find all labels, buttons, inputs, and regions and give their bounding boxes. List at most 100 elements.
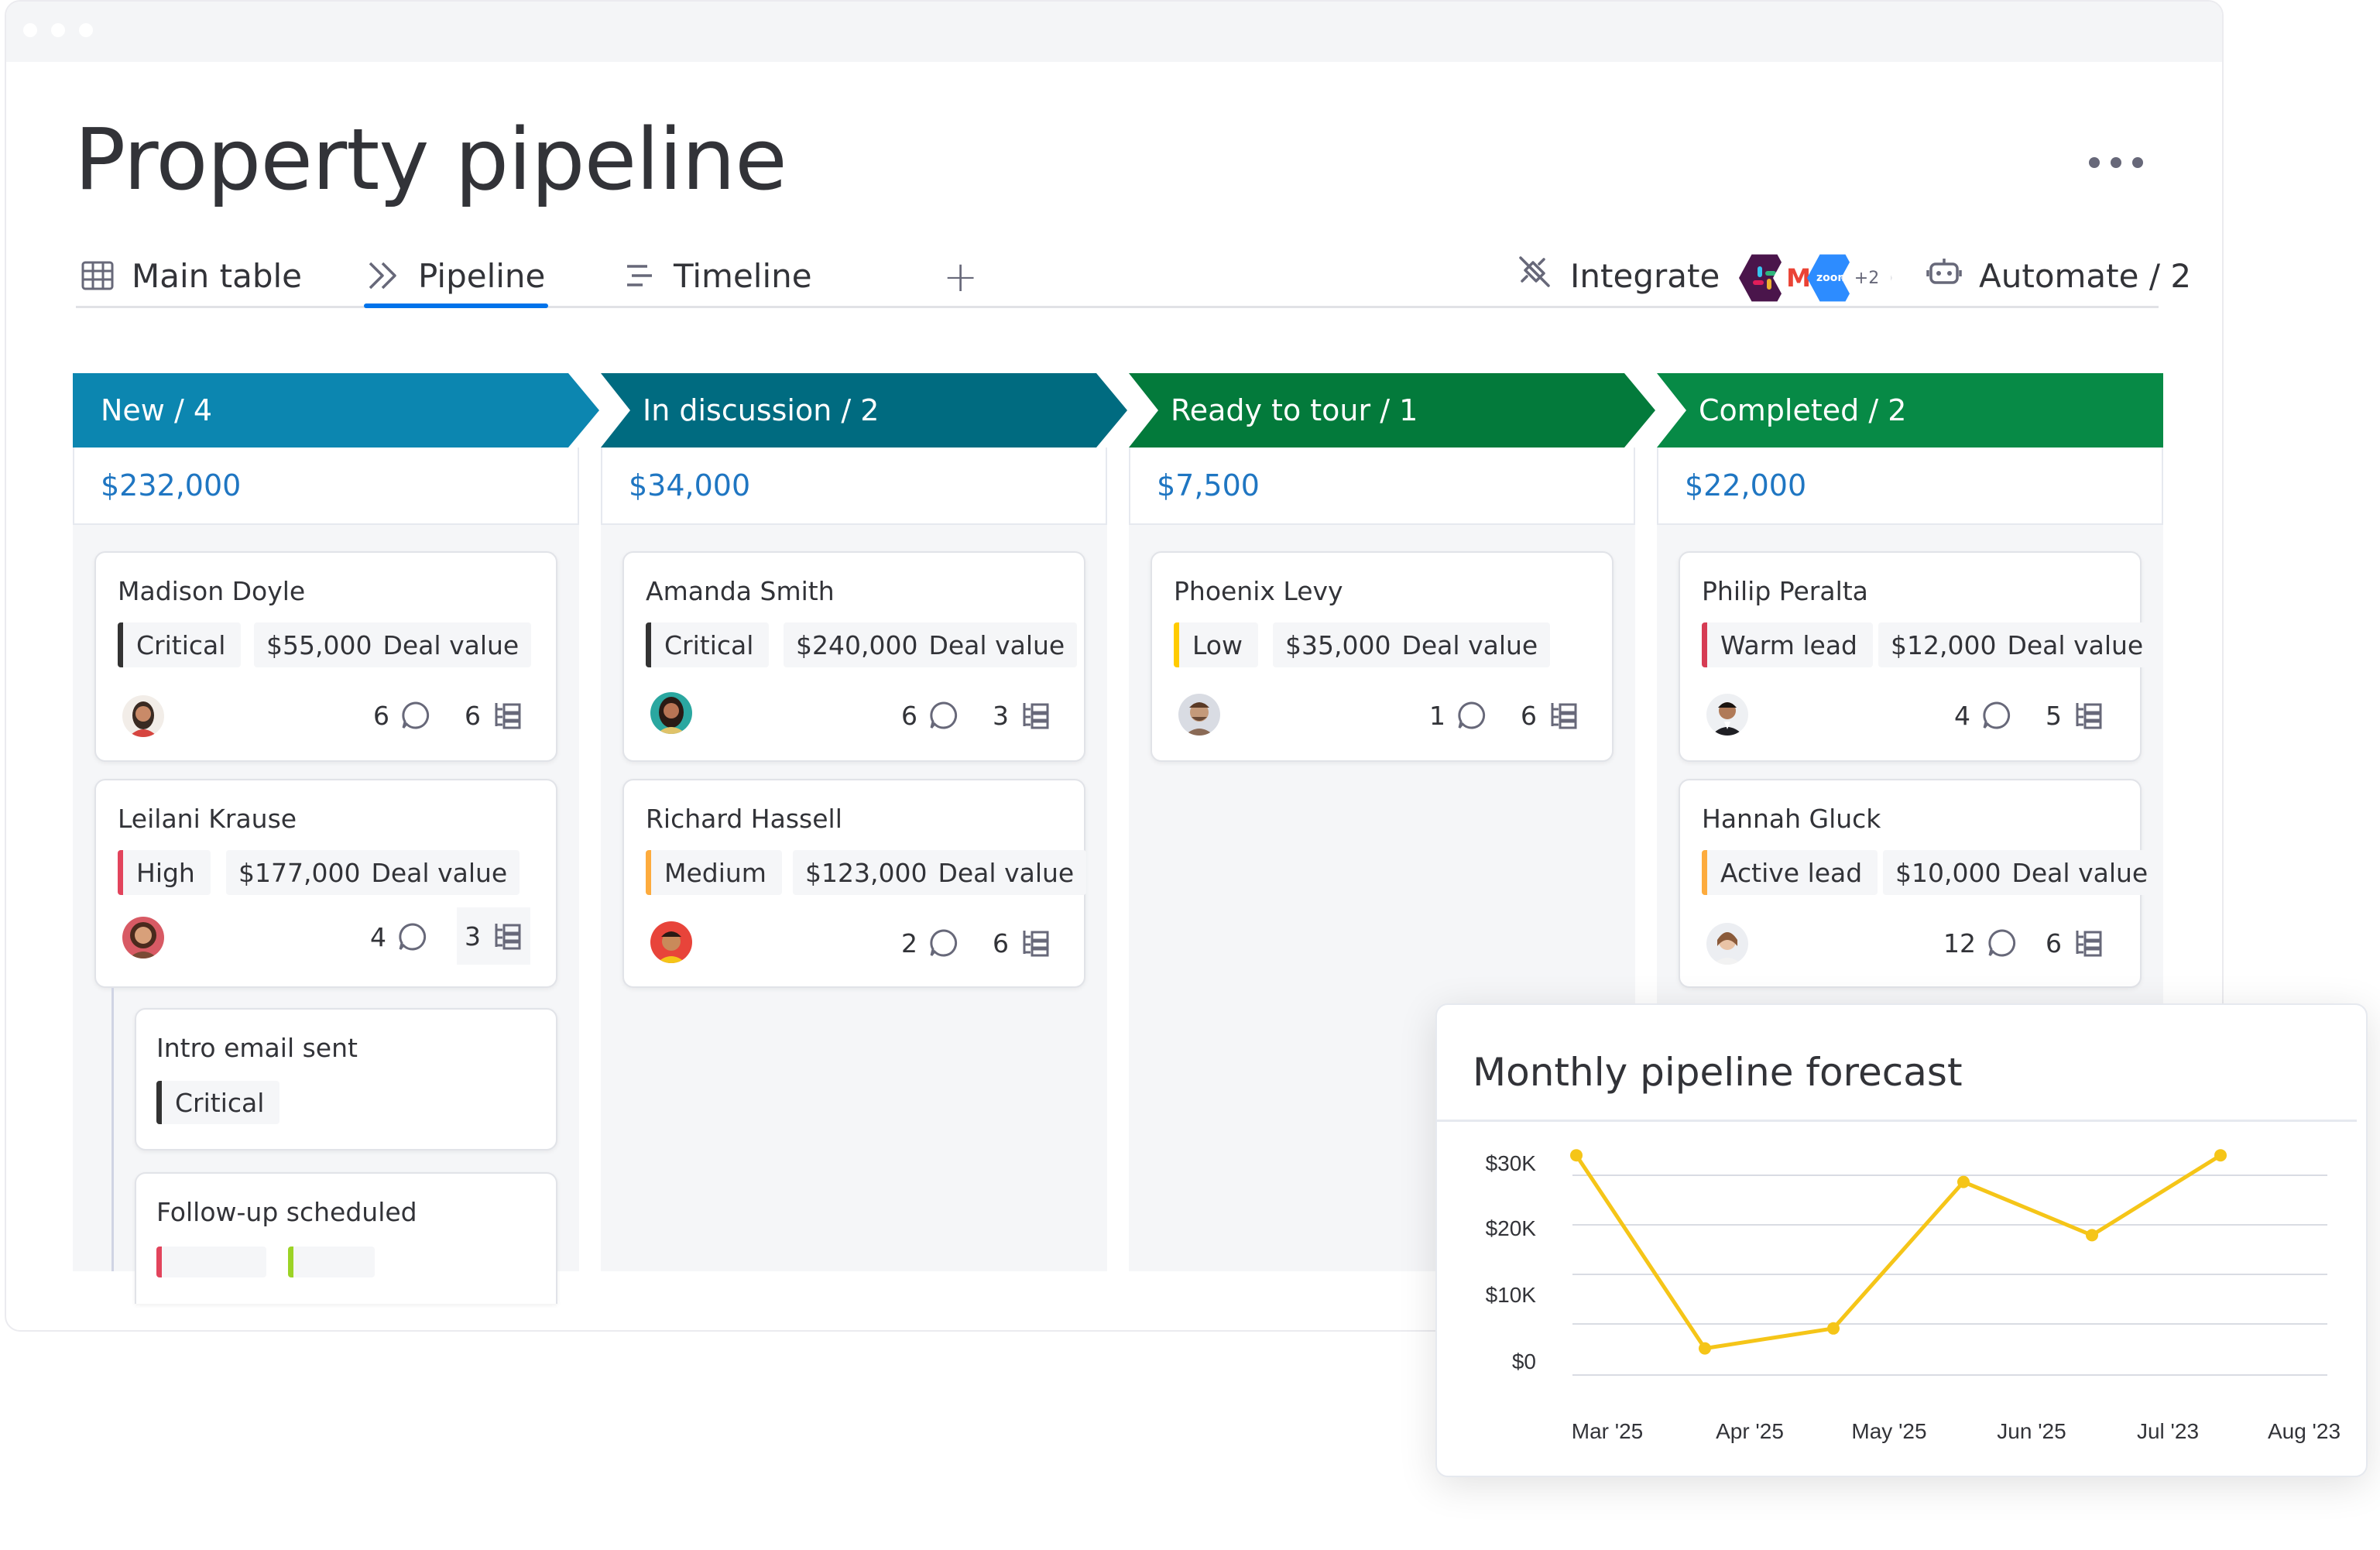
comment-icon — [930, 929, 958, 957]
priority-tag[interactable]: Warm lead — [1702, 622, 1874, 667]
deal-value-field[interactable]: $10,000 Deal value — [1883, 850, 2161, 895]
integration-apps[interactable]: M zoom +2 — [1739, 252, 1892, 303]
deal-card[interactable]: Philip Peralta Warm lead $12,000 Deal val… — [1679, 551, 2156, 762]
deal-value-field[interactable]: $55,000 Deal value — [254, 622, 532, 667]
subitems-count[interactable]: 5 — [2046, 692, 2104, 739]
column-sum: $34,000 — [601, 448, 1107, 525]
avatar[interactable] — [1706, 694, 1748, 736]
column-header[interactable]: New / 4 — [73, 373, 599, 448]
automate-button[interactable]: Automate / 2 — [1926, 246, 2191, 305]
deal-label: Deal value — [371, 857, 508, 888]
comments-number: 6 — [901, 700, 917, 731]
window-dot[interactable] — [51, 23, 65, 37]
window-dot[interactable] — [23, 23, 37, 37]
comments-number: 4 — [370, 921, 386, 952]
series-line — [1574, 1154, 2222, 1351]
subitems-count[interactable]: 6 — [1521, 692, 1579, 739]
tab-main-table[interactable]: Main table — [81, 246, 302, 305]
comments-number: 4 — [1954, 700, 1970, 731]
avatar[interactable] — [650, 921, 692, 963]
add-view-button[interactable]: + — [943, 252, 979, 301]
subitem-card[interactable]: Intro email sent Critical — [135, 1008, 557, 1150]
column-title: New / 4 — [101, 393, 213, 427]
x-tick-label: Aug '23 — [2268, 1419, 2341, 1443]
status-tag[interactable] — [288, 1247, 375, 1277]
subitems-count[interactable]: 6 — [993, 920, 1051, 966]
comments-count[interactable]: 1 — [1429, 692, 1487, 739]
view-tabs: Main table Pipeline Timeline + Integrate — [76, 246, 2191, 308]
more-options-icon[interactable] — [2089, 153, 2151, 172]
pipeline-forecast-chart: Monthly pipeline forecast $30K $20K $10K $0… — [1435, 1003, 2368, 1477]
comments-count[interactable]: 6 — [373, 692, 431, 739]
chart-title: Monthly pipeline forecast — [1473, 1050, 1963, 1095]
subitems-count[interactable]: 6 — [2046, 920, 2104, 966]
deal-card[interactable]: Phoenix Levy Low $35,000 Deal value 1 6 — [1151, 551, 1614, 762]
avatar[interactable] — [1706, 923, 1748, 965]
tab-timeline[interactable]: Timeline — [622, 246, 812, 305]
subitems-icon — [2076, 931, 2102, 957]
avatar[interactable] — [1178, 694, 1220, 736]
y-tick-label: $30K — [1486, 1151, 1537, 1175]
card-name: Philip Peralta — [1702, 576, 1868, 606]
subitem-connector — [111, 988, 130, 1271]
priority-tag[interactable]: Critical — [646, 622, 770, 667]
deal-amount: $177,000 — [238, 857, 361, 888]
avatar[interactable] — [122, 917, 164, 958]
subitems-icon — [1023, 931, 1049, 957]
priority-tag[interactable] — [156, 1247, 266, 1277]
comment-icon — [1458, 701, 1486, 729]
priority-tag[interactable]: High — [118, 850, 211, 895]
card-name: Phoenix Levy — [1174, 576, 1343, 606]
deal-value-field[interactable]: $123,000 Deal value — [793, 850, 1087, 895]
comments-count[interactable]: 2 — [901, 920, 959, 966]
deal-card[interactable]: Hannah Gluck Active lead $10,000 Deal val… — [1679, 779, 2161, 988]
card-name: Madison Doyle — [118, 576, 306, 606]
deal-card[interactable]: Richard Hassell Medium $123,000 Deal valu… — [622, 779, 1087, 988]
avatar[interactable] — [650, 692, 692, 734]
more-apps-badge: +2 — [1841, 254, 1892, 302]
column-header[interactable]: Completed / 2 — [1657, 373, 2163, 448]
comment-icon — [402, 701, 430, 729]
deal-amount: $123,000 — [805, 857, 928, 888]
avatar[interactable] — [122, 695, 164, 737]
integrate-button[interactable]: Integrate — [1516, 246, 1720, 305]
deal-value-field[interactable]: $35,000 Deal value — [1273, 622, 1551, 667]
subitems-count[interactable]: 6 — [465, 692, 523, 739]
comments-count[interactable]: 4 — [1954, 692, 2012, 739]
deal-label: Deal value — [938, 857, 1075, 888]
priority-tag[interactable]: Medium — [646, 850, 782, 895]
data-point[interactable] — [1570, 1149, 1583, 1162]
deal-card[interactable]: Leilani Krause High $177,000 Deal value 4… — [94, 779, 557, 988]
data-point[interactable] — [1699, 1342, 1711, 1355]
subitems-count[interactable]: 3 — [457, 907, 530, 965]
subitem-card[interactable]: Follow-up scheduled — [135, 1172, 557, 1304]
subitems-number: 5 — [2046, 700, 2062, 731]
subitems-count[interactable]: 3 — [993, 692, 1051, 739]
column-header[interactable]: Ready to tour / 1 — [1129, 373, 1655, 448]
comments-number: 2 — [901, 928, 917, 958]
deal-card[interactable]: Madison Doyle Critical $55,000 Deal value… — [94, 551, 557, 762]
column-title: Completed / 2 — [1699, 393, 1907, 427]
data-point[interactable] — [2086, 1229, 2098, 1242]
pipeline-icon — [367, 259, 401, 293]
window-dot[interactable] — [79, 23, 93, 37]
data-point[interactable] — [1827, 1322, 1840, 1335]
priority-tag[interactable]: Active lead — [1702, 850, 1878, 895]
priority-tag[interactable]: Low — [1174, 622, 1258, 667]
comments-count[interactable]: 12 — [1943, 920, 2018, 966]
column-title: Ready to tour / 1 — [1171, 393, 1418, 427]
deal-value-field[interactable]: $12,000 Deal value — [1878, 622, 2156, 667]
deal-value-field[interactable]: $177,000 Deal value — [226, 850, 520, 895]
subitem-name: Follow-up scheduled — [156, 1197, 417, 1227]
column-header[interactable]: In discussion / 2 — [601, 373, 1127, 448]
data-point[interactable] — [2214, 1149, 2227, 1162]
priority-tag[interactable]: Critical — [156, 1081, 280, 1124]
priority-tag[interactable]: Critical — [118, 622, 242, 667]
data-point[interactable] — [1957, 1175, 1970, 1188]
comments-count[interactable]: 6 — [901, 692, 959, 739]
deal-amount: $55,000 — [266, 629, 372, 660]
deal-card[interactable]: Amanda Smith Critical $240,000 Deal value… — [622, 551, 1085, 762]
tab-pipeline[interactable]: Pipeline — [363, 246, 549, 308]
deal-value-field[interactable]: $240,000 Deal value — [784, 622, 1078, 667]
comments-count[interactable]: 4 — [370, 914, 428, 960]
